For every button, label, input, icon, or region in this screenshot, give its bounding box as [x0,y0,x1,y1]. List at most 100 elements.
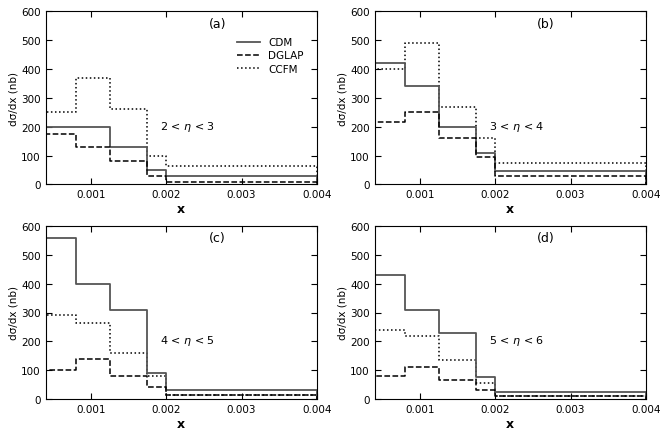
CCFM [371,396,379,402]
CCFM [41,396,50,402]
CDM [41,125,50,130]
CDM [371,61,379,67]
CDM [143,145,151,150]
CCFM [72,320,80,325]
CDM [371,182,379,187]
CCFM [143,154,151,159]
DGLAP [143,174,151,179]
Legend: CDM, DGLAP, CCFM: CDM, DGLAP, CCFM [237,38,304,74]
CCFM [491,381,499,386]
Text: 4 < $\eta$ < 5: 4 < $\eta$ < 5 [160,333,215,347]
CCFM [41,313,50,318]
Line: CCFM: CCFM [45,316,317,399]
DGLAP [313,182,321,187]
Y-axis label: dσ/dx (nb): dσ/dx (nb) [337,286,347,340]
CDM [143,168,151,173]
CCFM [435,105,443,110]
CDM [313,388,321,393]
CCFM [106,350,114,356]
CCFM [371,67,379,72]
Text: (c): (c) [209,232,225,244]
CDM [72,281,80,286]
CCFM [143,374,151,379]
CCFM [371,328,379,333]
CDM [472,125,480,130]
CDM [371,396,379,402]
DGLAP [371,182,379,187]
DGLAP [642,182,650,187]
CCFM [371,67,379,72]
DGLAP [491,155,499,160]
X-axis label: x: x [506,202,514,215]
Line: CDM: CDM [375,64,646,185]
CCFM [106,107,114,113]
CDM [41,396,50,402]
CCFM [72,110,80,116]
X-axis label: x: x [177,417,185,430]
Text: (d): (d) [537,232,555,244]
DGLAP [401,120,409,126]
CDM [162,174,170,179]
Text: (a): (a) [209,18,226,31]
CDM [106,125,114,130]
Y-axis label: dσ/dx (nb): dσ/dx (nb) [8,72,18,126]
DGLAP [401,365,409,370]
CCFM [371,328,379,333]
DGLAP [106,356,114,361]
Line: CDM: CDM [45,238,317,399]
DGLAP [313,396,321,402]
CCFM [371,182,379,187]
DGLAP [313,392,321,397]
DGLAP [472,136,480,141]
DGLAP [106,374,114,379]
DGLAP [491,388,499,393]
DGLAP [72,368,80,373]
CDM [41,235,50,240]
Text: 5 < $\eta$ < 6: 5 < $\eta$ < 6 [488,333,544,347]
CCFM [313,164,321,169]
CCFM [642,161,650,166]
DGLAP [371,374,379,379]
CCFM [401,41,409,46]
CDM [41,125,50,130]
CDM [371,273,379,278]
CCFM [162,164,170,169]
DGLAP [642,396,650,402]
DGLAP [41,132,50,137]
X-axis label: x: x [506,417,514,430]
CCFM [143,350,151,356]
CCFM [313,392,321,397]
Line: DGLAP: DGLAP [45,134,317,185]
DGLAP [41,396,50,402]
CDM [371,61,379,67]
CCFM [313,182,321,187]
CCFM [41,313,50,318]
Text: 2 < $\eta$ < 3: 2 < $\eta$ < 3 [160,120,215,133]
DGLAP [472,155,480,160]
DGLAP [472,378,480,383]
DGLAP [435,378,443,383]
CDM [41,235,50,240]
Line: CCFM: CCFM [375,330,646,399]
DGLAP [371,120,379,126]
DGLAP [642,394,650,399]
Line: CDM: CDM [45,127,317,185]
DGLAP [435,110,443,116]
CDM [472,375,480,380]
CCFM [401,328,409,333]
DGLAP [72,132,80,137]
DGLAP [41,132,50,137]
DGLAP [491,394,499,399]
Y-axis label: dσ/dx (nb): dσ/dx (nb) [8,286,18,340]
CCFM [642,396,650,402]
CDM [491,389,499,395]
DGLAP [401,110,409,116]
CCFM [106,320,114,325]
CDM [143,307,151,313]
DGLAP [106,145,114,150]
CDM [313,174,321,179]
CCFM [491,136,499,141]
CCFM [106,76,114,81]
Y-axis label: dσ/dx (nb): dσ/dx (nb) [337,72,347,126]
DGLAP [435,136,443,141]
